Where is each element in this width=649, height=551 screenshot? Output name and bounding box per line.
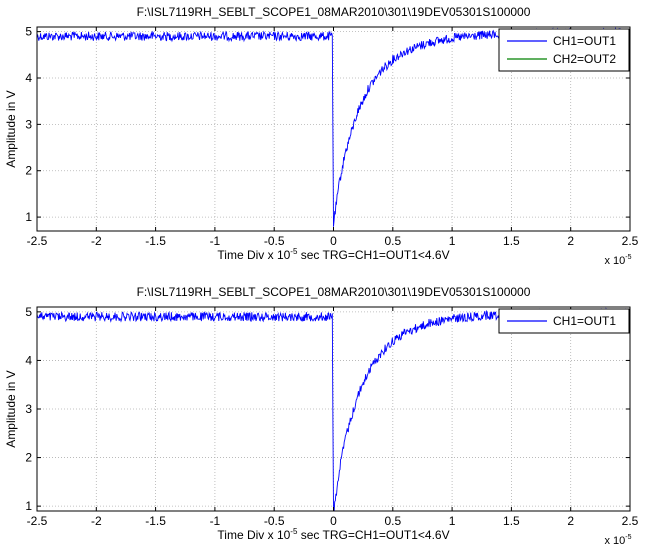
x-tick-label: 0 bbox=[330, 234, 337, 248]
chart-title: F:\ISL7119RH_SEBLT_SCOPE1_08MAR2010\301\… bbox=[137, 5, 531, 19]
y-tick-label: 5 bbox=[25, 305, 32, 319]
x-tick-label: 0.5 bbox=[384, 514, 401, 528]
y-axis-label: Amplitude in V bbox=[4, 370, 18, 447]
x-axis-multiplier: x 10-5 bbox=[604, 254, 631, 267]
y-tick-label: 2 bbox=[25, 451, 32, 465]
legend-label: CH2=OUT2 bbox=[553, 52, 616, 66]
y-tick-label: 3 bbox=[25, 402, 32, 416]
x-tick-label: -2.5 bbox=[27, 234, 48, 248]
legend: CH1=OUT1 CH2=OUT2 bbox=[498, 28, 630, 72]
x-tick-label: 1.5 bbox=[503, 514, 520, 528]
legend-label: CH1=OUT1 bbox=[553, 34, 616, 48]
y-tick-label: 1 bbox=[25, 210, 32, 224]
chart-title: F:\ISL7119RH_SEBLT_SCOPE1_08MAR2010\301\… bbox=[137, 285, 531, 299]
legend-label: CH1=OUT1 bbox=[553, 314, 616, 328]
y-axis-label: Amplitude in V bbox=[4, 90, 18, 167]
x-tick-label: -0.5 bbox=[264, 514, 285, 528]
subplot-2: -2.5 -2 -1.5 -1 -0.5 0 0.5 1 1.5 2 2.5 1 2 3 4 5 F:\ISL7… bbox=[4, 285, 639, 547]
y-tick-label: 5 bbox=[25, 25, 32, 39]
x-tick-label: 1 bbox=[449, 234, 456, 248]
y-tick-label: 4 bbox=[25, 353, 32, 367]
x-tick-label: 2 bbox=[567, 234, 574, 248]
x-tick-label: -2 bbox=[91, 234, 102, 248]
x-tick-label: -2.5 bbox=[27, 514, 48, 528]
x-tick-label: 0 bbox=[330, 514, 337, 528]
x-tick-label: 2.5 bbox=[622, 234, 639, 248]
x-tick-label: 2.5 bbox=[622, 514, 639, 528]
x-axis-multiplier: x 10-5 bbox=[604, 534, 631, 547]
x-tick-label: -0.5 bbox=[264, 234, 285, 248]
x-axis-label: Time Div x 10-5 sec TRG=CH1=OUT1<4.6V bbox=[217, 247, 449, 262]
x-axis-label: Time Div x 10-5 sec TRG=CH1=OUT1<4.6V bbox=[217, 527, 449, 542]
y-tick-label: 1 bbox=[25, 499, 32, 513]
x-tick-label: -1 bbox=[210, 514, 221, 528]
x-tick-label: 1.5 bbox=[503, 234, 520, 248]
y-tick-label: 3 bbox=[25, 117, 32, 131]
legend: CH1=OUT1 bbox=[498, 308, 630, 334]
subplot-1: -2.5 -2 -1.5 -1 -0.5 0 0.5 1 1.5 2 2.5 1 2 3 4 5 F:\ISL7… bbox=[4, 5, 639, 267]
x-tick-label: -1.5 bbox=[145, 234, 166, 248]
x-tick-label: -1 bbox=[210, 234, 221, 248]
x-tick-label: -1.5 bbox=[145, 514, 166, 528]
x-tick-label: -2 bbox=[91, 514, 102, 528]
x-tick-label: 1 bbox=[449, 514, 456, 528]
y-tick-label: 4 bbox=[25, 71, 32, 85]
legend-box bbox=[498, 28, 630, 72]
x-tick-label: 0.5 bbox=[384, 234, 401, 248]
x-tick-label: 2 bbox=[567, 514, 574, 528]
y-tick-label: 2 bbox=[25, 164, 32, 178]
